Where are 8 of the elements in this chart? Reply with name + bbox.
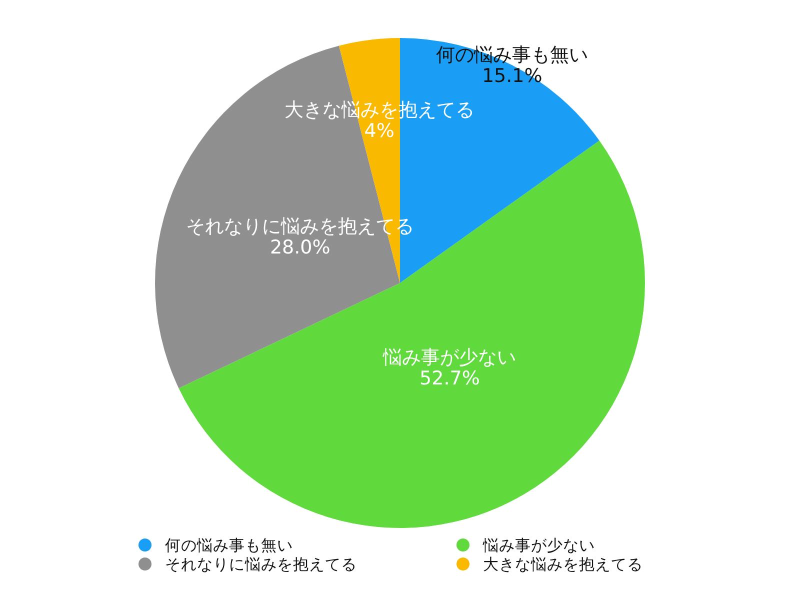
data-label: 4% <box>364 120 394 142</box>
legend-label: 何の悩み事も無い <box>165 536 293 554</box>
data-label: 52.7% <box>420 367 480 390</box>
legend-label: 大きな悩みを抱えてる <box>483 556 643 574</box>
data-label: 28.0% <box>270 236 330 258</box>
legend-label: 悩み事が少ない <box>482 536 595 554</box>
legend-label: それなりに悩みを抱えてる <box>165 556 357 574</box>
slice-label: 悩み事が少ない <box>382 346 516 368</box>
